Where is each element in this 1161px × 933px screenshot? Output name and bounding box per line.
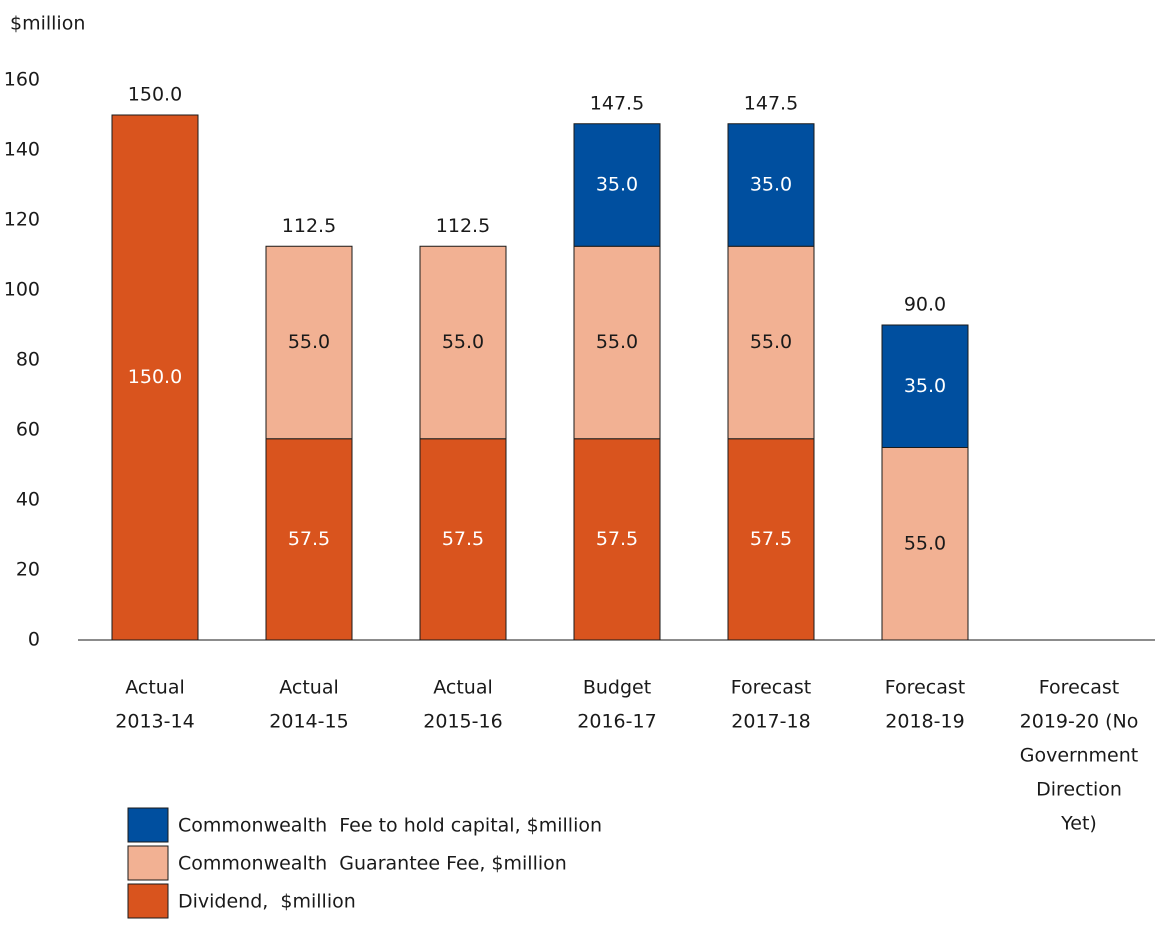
x-tick-label: Forecast — [885, 677, 965, 699]
total-label: 90.0 — [904, 294, 946, 316]
segment-label: 55.0 — [442, 331, 484, 353]
segment-label: 35.0 — [750, 174, 792, 196]
bar-segment — [419, 245, 507, 440]
y-tick-label: 20 — [16, 559, 40, 581]
legend-label: Dividend, $million — [178, 891, 356, 913]
y-tick-label: 140 — [4, 139, 40, 161]
segment-label: 35.0 — [904, 375, 946, 397]
segment-label: 57.5 — [750, 528, 792, 550]
x-tick-label: Forecast — [731, 677, 811, 699]
x-tick-label: Forecast — [1039, 677, 1119, 699]
y-tick-label: 40 — [16, 489, 40, 511]
segment-label: 57.5 — [596, 528, 638, 550]
x-tick-label: 2013-14 — [115, 711, 194, 733]
x-tick-label: 2018-19 — [885, 711, 964, 733]
total-label: 112.5 — [282, 215, 336, 237]
bar-segment — [573, 123, 661, 247]
total-label: 150.0 — [128, 84, 182, 106]
segment-label: 55.0 — [596, 331, 638, 353]
x-tick-label: Actual — [125, 677, 185, 699]
x-tick-label: Actual — [433, 677, 493, 699]
bar-segment — [881, 324, 969, 448]
x-tick-label: Direction — [1036, 779, 1122, 801]
segment-label: 35.0 — [596, 174, 638, 196]
bar-segment — [111, 114, 199, 641]
total-label: 147.5 — [590, 92, 644, 114]
x-tick-label: 2016-17 — [577, 711, 656, 733]
segment-label: 150.0 — [128, 366, 182, 388]
segment-label: 55.0 — [904, 532, 946, 554]
x-tick-label: Government — [1020, 745, 1139, 767]
bar-segment — [727, 245, 815, 440]
y-tick-label: 160 — [4, 69, 40, 91]
bar-segment — [265, 245, 353, 440]
legend-swatch — [127, 845, 169, 881]
segment-label: 55.0 — [288, 331, 330, 353]
y-tick-label: 60 — [16, 419, 40, 441]
x-tick-label: 2017-18 — [731, 711, 810, 733]
x-tick-label: 2015-16 — [423, 711, 502, 733]
segment-label: 55.0 — [750, 331, 792, 353]
total-label: 147.5 — [744, 92, 798, 114]
x-tick-label: Budget — [583, 677, 651, 699]
segment-label: 57.5 — [442, 528, 484, 550]
bar-segment — [881, 447, 969, 641]
y-tick-label: 100 — [4, 279, 40, 301]
bar-segment — [573, 245, 661, 440]
x-tick-label: Yet) — [1060, 813, 1097, 835]
x-tick-label: 2014-15 — [269, 711, 348, 733]
x-tick-label: Actual — [279, 677, 339, 699]
y-tick-label: 120 — [4, 209, 40, 231]
bar-segment — [573, 438, 661, 641]
total-label: 112.5 — [436, 215, 490, 237]
y-tick-label: 0 — [28, 629, 40, 651]
legend-swatch — [127, 807, 169, 843]
segment-label: 57.5 — [288, 528, 330, 550]
y-tick-label: 80 — [16, 349, 40, 371]
bar-segment — [265, 438, 353, 641]
legend-swatch — [127, 883, 169, 919]
bar-segment — [727, 123, 815, 247]
x-tick-label: 2019-20 (No — [1020, 711, 1139, 733]
legend-label: Commonwealth Fee to hold capital, $milli… — [178, 815, 602, 837]
legend-label: Commonwealth Guarantee Fee, $million — [178, 853, 567, 875]
bar-segment — [419, 438, 507, 641]
y-axis-label: $million — [10, 13, 85, 35]
